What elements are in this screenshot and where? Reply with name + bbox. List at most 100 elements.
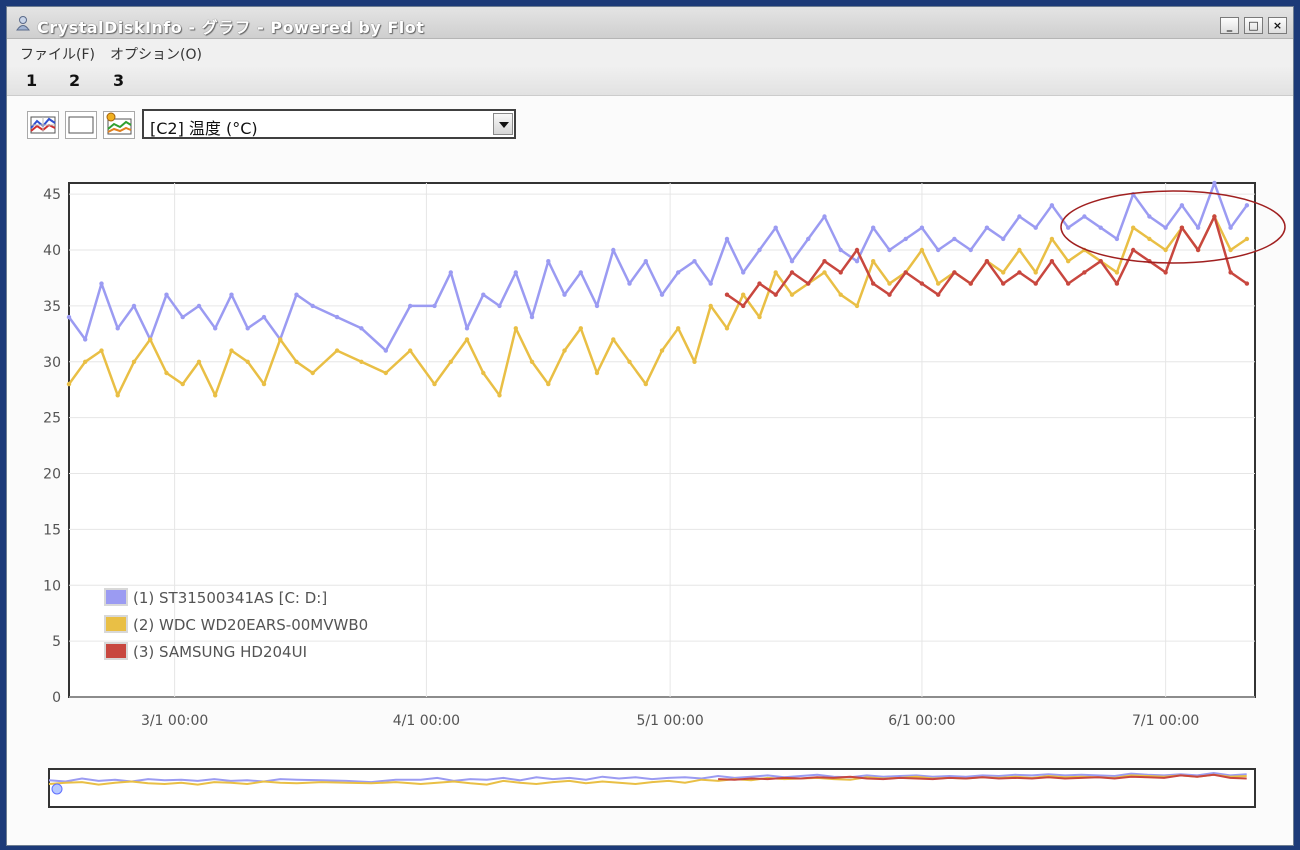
- series-1-point: [676, 270, 681, 275]
- chevron-down-icon[interactable]: [493, 113, 513, 135]
- series-1-point: [1147, 214, 1152, 219]
- series-2-point: [676, 326, 681, 331]
- series-2-point: [1163, 247, 1168, 253]
- peak-annotation-ellipse: [1060, 190, 1286, 264]
- series-2-point: [919, 247, 925, 253]
- legend-label-1: (1) ST31500341AS [C: D:]: [133, 589, 327, 607]
- series-1-point: [1001, 236, 1006, 242]
- series-3-point: [757, 281, 762, 286]
- series-1-point: [334, 314, 340, 320]
- series-3-point: [1082, 270, 1087, 275]
- series-1-point: [546, 259, 551, 264]
- series-1-point: [245, 326, 250, 331]
- legend-label-3: (3) SAMSUNG HD204UI: [133, 643, 307, 661]
- overview-series-3-line: [718, 773, 1247, 781]
- series-1-point: [294, 292, 299, 297]
- series-2-point: [822, 270, 827, 275]
- x-tick-label: 7/1 00:00: [1132, 713, 1199, 729]
- series-2-point: [1131, 225, 1136, 230]
- series-1-point: [529, 314, 535, 320]
- series-1-point: [952, 236, 957, 242]
- series-3-point: [1179, 225, 1185, 230]
- minimize-button[interactable]: _: [1220, 17, 1239, 34]
- series-1-point: [1212, 180, 1217, 186]
- series-1-point: [408, 303, 413, 309]
- series-2-point: [99, 348, 104, 353]
- series-1-point: [611, 247, 616, 253]
- series-1-point: [773, 225, 778, 230]
- settings-button[interactable]: [103, 111, 135, 139]
- maximize-button[interactable]: □: [1244, 17, 1263, 34]
- overview-handle-icon[interactable]: [51, 783, 63, 795]
- series-1-point: [757, 247, 762, 253]
- series-1-point: [513, 270, 518, 275]
- overview-series-2-line: [48, 773, 1247, 786]
- series-1-point: [1195, 225, 1201, 230]
- series-2-point: [481, 370, 486, 376]
- series-3-point: [968, 281, 973, 286]
- all-disks-button[interactable]: [27, 111, 59, 139]
- x-tick-label: 6/1 00:00: [888, 713, 955, 729]
- legend-swatch-2: [104, 615, 128, 633]
- series-1-point: [692, 259, 697, 264]
- y-tick-label: 20: [43, 467, 61, 483]
- series-2-point: [1066, 259, 1071, 264]
- series-2-point: [148, 337, 153, 342]
- series-1-point: [724, 236, 730, 242]
- tab-disk-2[interactable]: 2: [69, 71, 81, 90]
- series-1-point: [1049, 203, 1055, 208]
- all-disks-icon: [30, 116, 56, 134]
- title-bar[interactable]: CrystalDiskInfo - グラフ - Powered by Flot …: [7, 7, 1293, 39]
- series-1-point: [383, 348, 388, 353]
- series-2-point: [1033, 270, 1038, 275]
- tab-disk-3[interactable]: 3: [113, 71, 125, 90]
- series-2-point: [546, 381, 551, 387]
- temperature-chart: 0 5 10 15 20 25 30 35 40 45 3/1 00:00 4/1 00:00 5/1…: [43, 180, 1286, 808]
- attribute-select[interactable]: [C2] 温度 (°C): [142, 109, 516, 139]
- y-tick-label: 45: [43, 187, 61, 203]
- series-3-point: [871, 281, 876, 286]
- y-tick-label: 35: [43, 299, 61, 315]
- series-3-point: [1244, 281, 1250, 286]
- series-2-point: [359, 359, 364, 364]
- series-1-point: [562, 292, 567, 297]
- series-2-point: [294, 359, 299, 364]
- series-1-point: [871, 225, 876, 230]
- window-title: CrystalDiskInfo - グラフ - Powered by Flot: [37, 18, 425, 37]
- series-2-point: [1001, 270, 1006, 275]
- close-button[interactable]: ×: [1268, 17, 1287, 34]
- series-2-point: [529, 359, 535, 364]
- menu-options[interactable]: オプション(O): [110, 47, 202, 63]
- blank-graph-button[interactable]: [65, 111, 97, 139]
- series-1-point: [1098, 225, 1103, 230]
- settings-icon: [106, 112, 132, 135]
- series-3-point: [984, 259, 990, 264]
- series-1-point: [919, 225, 925, 230]
- series-1-point: [359, 326, 364, 331]
- series-3-point: [838, 270, 843, 275]
- series-2-point: [513, 326, 518, 331]
- series-3-point: [806, 281, 811, 286]
- series-2-point: [131, 359, 137, 364]
- y-tick-label: 5: [52, 634, 61, 650]
- series-2-point: [1049, 236, 1055, 242]
- series-3-point: [1049, 259, 1055, 264]
- series-2-point: [1017, 247, 1022, 253]
- series-2-point: [854, 303, 860, 309]
- menu-file[interactable]: ファイル(F): [20, 47, 95, 63]
- series-2-point: [278, 337, 283, 342]
- series-1-point: [180, 314, 185, 320]
- series-1-point: [708, 281, 713, 286]
- series-3-point: [1033, 281, 1038, 286]
- overview-series-1-line: [48, 771, 1247, 784]
- series-2-point: [708, 303, 713, 309]
- series-3-point: [773, 292, 778, 297]
- overview-panel[interactable]: [48, 768, 1256, 808]
- series-1-point: [131, 303, 137, 309]
- chart-legend: (1) ST31500341AS [C: D:] (2) WDC WD20EARS…: [104, 588, 368, 661]
- tab-disk-1[interactable]: 1: [26, 71, 38, 90]
- series-2-point: [334, 348, 340, 353]
- series-2-point: [115, 393, 120, 398]
- series-2-point: [213, 393, 218, 398]
- series-1-point: [578, 270, 583, 275]
